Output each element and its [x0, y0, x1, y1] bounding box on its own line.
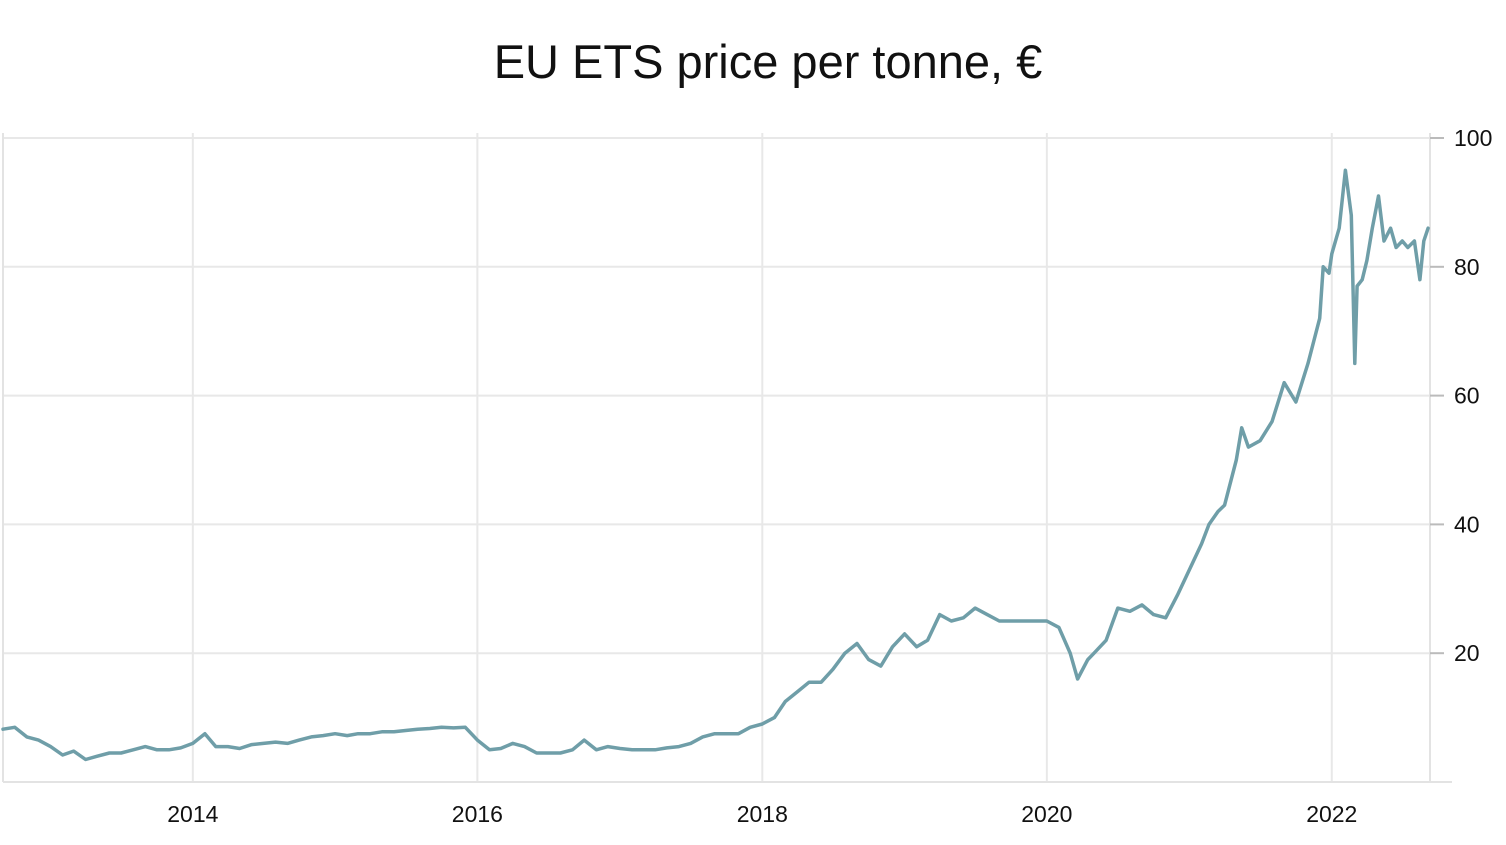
x-tick-label: 2018 [737, 801, 788, 827]
gridlines [3, 133, 1430, 782]
x-axis-ticks: 2014 2016 2018 2020 2022 [167, 801, 1357, 827]
y-axis-ticks: 20 40 60 80 100 [1430, 125, 1492, 666]
y-tick-label: 40 [1454, 511, 1480, 537]
series-line-eu-ets-price [1, 168, 1430, 762]
x-tick-label: 2020 [1021, 801, 1072, 827]
chart-title: EU ETS price per tonne, € [493, 35, 1043, 88]
y-tick-label: 60 [1454, 383, 1480, 409]
x-tick-label: 2016 [452, 801, 503, 827]
x-tick-label: 2014 [167, 801, 218, 827]
x-tick-label: 2022 [1306, 801, 1357, 827]
y-tick-label: 80 [1454, 254, 1480, 280]
y-tick-label: 20 [1454, 640, 1480, 666]
y-tick-label: 100 [1454, 125, 1492, 151]
